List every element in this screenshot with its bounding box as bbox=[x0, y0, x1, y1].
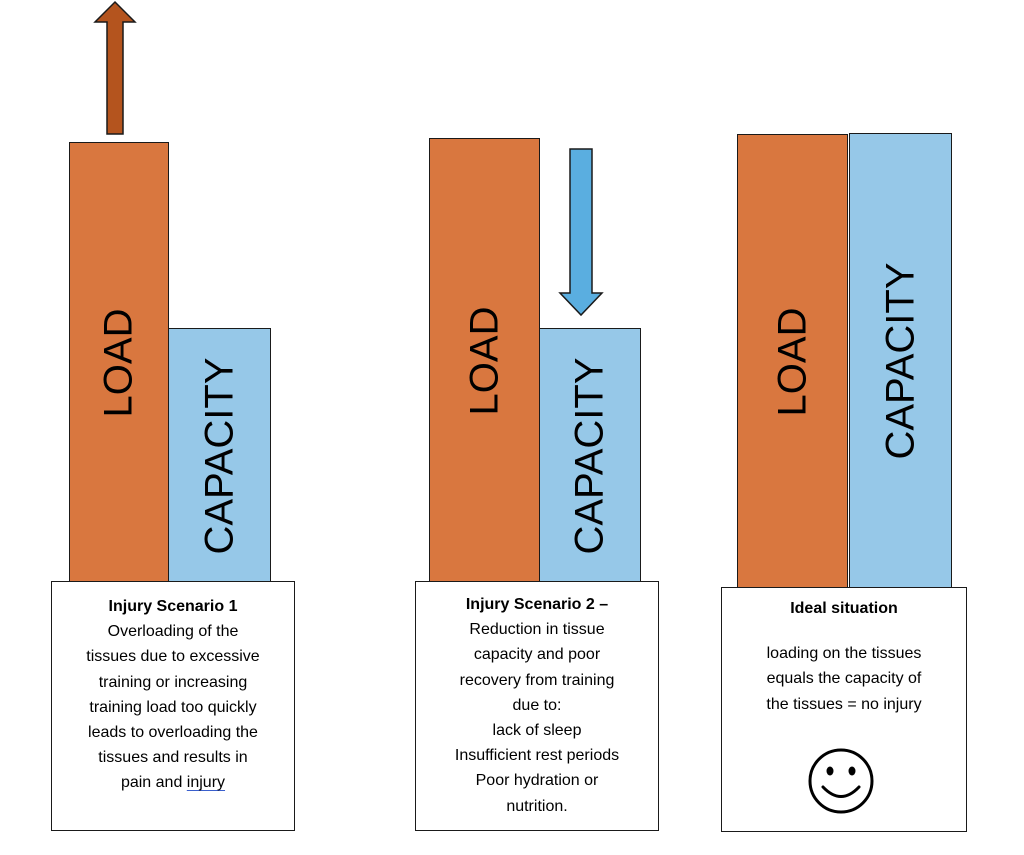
ideal-line: equals the capacity of bbox=[766, 670, 922, 688]
scenario1-capacity-bar: CAPACITY bbox=[168, 328, 271, 584]
scenario2-line: recovery from training bbox=[459, 671, 615, 689]
scenario1-textbox: Injury Scenario 1 Overloading of the tis… bbox=[51, 581, 295, 831]
ideal-load-bar: LOAD bbox=[737, 134, 848, 589]
scenario2-line: Reduction in tissue bbox=[469, 621, 605, 639]
scenario1-line: training or increasing bbox=[98, 673, 248, 691]
ideal-textbox: Ideal situation loading on the tissues e… bbox=[721, 587, 967, 832]
capacity-label: CAPACITY bbox=[197, 357, 241, 555]
scenario1-line: Overloading of the bbox=[107, 623, 239, 641]
scenario2-line: Insufficient rest periods bbox=[454, 747, 620, 765]
load-label: LOAD bbox=[462, 306, 506, 416]
capacity-label: CAPACITY bbox=[878, 262, 922, 460]
scenario2-line: Poor hydration or bbox=[475, 772, 599, 790]
scenario2-capacity-bar: CAPACITY bbox=[539, 328, 641, 584]
scenario1-line: tissues due to excessive bbox=[86, 648, 260, 666]
load-label: LOAD bbox=[96, 308, 141, 418]
scenario1-line: pain and bbox=[120, 774, 183, 792]
scenario2-title: Injury Scenario 2 – bbox=[465, 596, 609, 613]
scenario1-title: Injury Scenario 1 bbox=[108, 598, 238, 615]
scenario2-line: lack of sleep bbox=[492, 722, 582, 740]
scenario1-load-bar: LOAD bbox=[69, 142, 169, 584]
ideal-title: Ideal situation bbox=[790, 600, 898, 617]
scenario2-textbox: Injury Scenario 2 – Reduction in tissue … bbox=[415, 581, 659, 831]
down-arrow-icon bbox=[558, 148, 604, 317]
scenario2-line: due to: bbox=[512, 696, 562, 714]
injury-word: injury bbox=[186, 774, 226, 792]
scenario1-line: training load too quickly bbox=[89, 698, 257, 716]
capacity-label: CAPACITY bbox=[567, 357, 612, 555]
scenario2-line: capacity and poor bbox=[473, 646, 601, 664]
smiley-face-icon bbox=[808, 748, 874, 814]
scenario1-line: tissues and results in bbox=[98, 749, 248, 767]
ideal-line: the tissues = no injury bbox=[766, 695, 922, 713]
scenario1-line: leads to overloading the bbox=[88, 724, 258, 742]
load-label: LOAD bbox=[770, 307, 814, 416]
ideal-capacity-bar: CAPACITY bbox=[849, 133, 952, 589]
ideal-line: loading on the tissues bbox=[766, 645, 922, 663]
scenario2-load-bar: LOAD bbox=[429, 138, 540, 584]
up-arrow-icon bbox=[93, 0, 137, 135]
scenario2-line: nutrition. bbox=[506, 797, 568, 815]
